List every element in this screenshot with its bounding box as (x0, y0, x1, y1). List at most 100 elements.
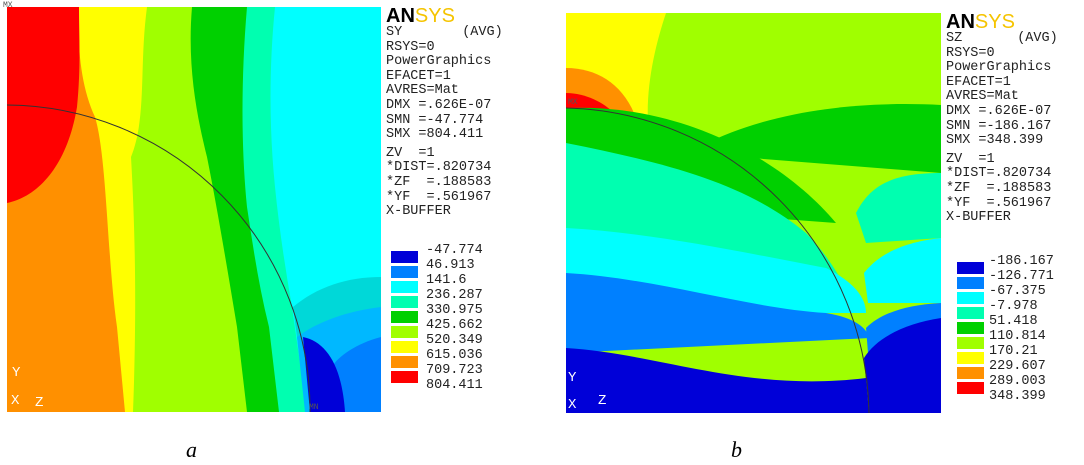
band-darkblue (303, 337, 345, 412)
info-line: EFACET=1 (946, 74, 1011, 90)
contour-value: -186.167 (989, 254, 1054, 269)
axis-x-label: X (568, 397, 577, 413)
info-line: DMX =.626E-07 (386, 97, 492, 113)
contour-value: -67.375 (989, 284, 1046, 299)
info-line: PowerGraphics (386, 54, 492, 70)
logo-sys: SYS (414, 5, 455, 27)
contour-value: 804.411 (426, 378, 483, 393)
contour-value: 236.287 (426, 288, 483, 303)
axis-y-label: Y (568, 370, 577, 386)
contour-value: 51.418 (989, 314, 1038, 329)
axis-y-label: Y (12, 365, 21, 381)
info-line: SMN =-186.167 (946, 118, 1052, 134)
hole-boundary-arc (7, 104, 311, 412)
corner-mx-label: MX (3, 1, 13, 10)
logo-an: AN (946, 11, 975, 33)
contour-value: 170.21 (989, 344, 1038, 359)
info-line: SMX =348.399 (946, 133, 1044, 149)
caption-b: b (731, 437, 742, 462)
contour-plot-sz: MX Y X Z (566, 13, 941, 413)
swatch-4 (391, 296, 418, 308)
hole-boundary-arc (566, 107, 870, 413)
logo-sys: SYS (974, 11, 1015, 33)
quantity-label: SZ (946, 31, 963, 46)
swatch-5 (391, 311, 418, 323)
view-line: *DIST=.820734 (946, 166, 1052, 182)
logo-an: AN (386, 5, 415, 27)
contour-value: -7.978 (989, 299, 1038, 314)
view-line: X-BUFFER (386, 204, 451, 220)
view-line: *DIST=.820734 (386, 160, 492, 176)
avg-label: (AVG) (462, 25, 503, 40)
axis-z-label: Z (598, 393, 607, 409)
band-darkblue-right (864, 318, 941, 413)
quantity-line: SZ (AVG) (946, 31, 1084, 47)
view-line: X-BUFFER (946, 210, 1011, 226)
info-line: RSYS=0 (946, 45, 995, 61)
view-line: ZV =1 (946, 151, 995, 167)
swatch-4 (957, 307, 984, 319)
contour-value: 110.814 (989, 329, 1046, 344)
band-darkblue (566, 348, 869, 413)
info-line: EFACET=1 (386, 68, 451, 84)
legend-panel-b: ANSYS SZ (AVG) RSYS=0 PowerGraphics EFACE… (946, 12, 1084, 226)
contour-value: 615.036 (426, 348, 483, 363)
caption-a: a (186, 437, 197, 462)
contour-value: 229.607 (989, 359, 1046, 374)
swatch-9 (391, 371, 418, 383)
contour-value: -126.771 (989, 269, 1054, 284)
contour-plot-sy-svg (7, 7, 381, 412)
info-line: RSYS=0 (386, 39, 435, 55)
ansys-logo: ANSYS (946, 12, 1084, 32)
quantity-label: SY (386, 25, 403, 40)
swatch-5 (957, 322, 984, 334)
avg-label: (AVG) (1017, 31, 1058, 46)
view-line: ZV =1 (386, 145, 435, 161)
info-line: SMN =-47.774 (386, 112, 484, 128)
contour-plot-sz-svg (566, 13, 941, 413)
swatch-3 (957, 292, 984, 304)
corner-mx-label: MX (568, 98, 578, 107)
swatch-1 (957, 262, 984, 274)
swatch-7 (957, 352, 984, 364)
legend-panel-a: ANSYS SY (AVG) RSYS=0 PowerGraphics EFACE… (386, 6, 556, 220)
swatch-2 (957, 277, 984, 289)
color-scale-b: -186.167 -126.771 -67.375 -7.978 51.418 … (957, 255, 1084, 412)
band-teal-right (856, 173, 941, 243)
swatch-6 (957, 337, 984, 349)
contour-value: 348.399 (989, 389, 1046, 404)
swatch-7 (391, 341, 418, 353)
contour-value: -47.774 (426, 243, 483, 258)
swatch-6 (391, 326, 418, 338)
band-cyan-right (864, 238, 941, 303)
contour-value: 289.003 (989, 374, 1046, 389)
band-blue (566, 273, 870, 353)
contour-value: 141.6 (426, 273, 467, 288)
swatch-8 (957, 367, 984, 379)
swatch-2 (391, 266, 418, 278)
view-line: *YF =.561967 (386, 189, 492, 205)
view-line: *ZF =.188583 (386, 174, 492, 190)
band-red (7, 7, 80, 203)
axis-x-label: X (11, 393, 20, 409)
contour-plot-sy: MX MN Y X Z (3, 1, 381, 412)
view-line: *ZF =.188583 (946, 180, 1052, 196)
view-line: *YF =.561967 (946, 195, 1052, 211)
color-scale-a: -47.774 46.913 141.6 236.287 330.975 425… (391, 244, 541, 411)
contour-value: 46.913 (426, 258, 475, 273)
ansys-logo: ANSYS (386, 6, 556, 26)
info-line: AVRES=Mat (946, 89, 1019, 105)
info-line: AVRES=Mat (386, 83, 459, 99)
swatch-9 (957, 382, 984, 394)
info-line: SMX =804.411 (386, 127, 484, 143)
corner-mn-label: MN (309, 403, 319, 412)
swatch-3 (391, 281, 418, 293)
contour-value: 330.975 (426, 303, 483, 318)
contour-value: 709.723 (426, 363, 483, 378)
swatch-8 (391, 356, 418, 368)
contour-value: 520.349 (426, 333, 483, 348)
info-line: DMX =.626E-07 (946, 103, 1052, 119)
swatch-1 (391, 251, 418, 263)
contour-value: 425.662 (426, 318, 483, 333)
quantity-line: SY (AVG) (386, 25, 556, 41)
